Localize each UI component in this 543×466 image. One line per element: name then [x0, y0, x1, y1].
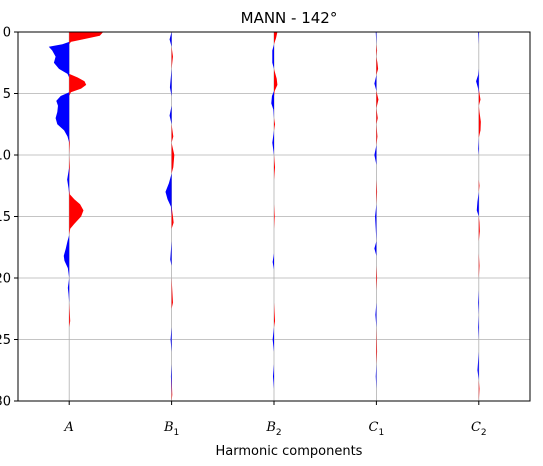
series-3-positive-area: [376, 32, 379, 401]
x-axis-title: Harmonic components: [216, 444, 363, 459]
x-tick-label-4: C2: [471, 420, 487, 438]
y-tick-label-0: 0: [3, 26, 11, 41]
y-tick-label-10: 10: [0, 149, 11, 164]
series-2-positive-area: [274, 32, 278, 401]
x-tick-label-2: B2: [265, 420, 281, 438]
y-tick-label-30: 30: [0, 395, 11, 410]
y-tick-label-5: 5: [3, 87, 11, 102]
series-3: [374, 32, 379, 401]
series-0-negative-area: [48, 32, 70, 401]
harmonic-traces: [48, 32, 481, 401]
series-1-positive-area: [171, 32, 175, 401]
series-1: [165, 32, 175, 401]
series-2-negative-area: [271, 32, 274, 401]
series-4: [476, 32, 481, 401]
y-tick-label-20: 20: [0, 272, 11, 287]
x-tick-label-1: B1: [163, 420, 179, 438]
x-tick-label-3: C1: [369, 420, 385, 438]
x-tick-label-0: A: [64, 420, 74, 435]
series-4-negative-area: [476, 32, 479, 401]
y-tick-label-15: 15: [0, 210, 11, 225]
chart-title: MANN - 142°: [241, 9, 338, 27]
series-0-positive-area: [69, 32, 104, 401]
series-0: [48, 32, 104, 401]
x-axis-ticks: A B1 B2 C1 C2: [64, 401, 487, 438]
series-2: [271, 32, 278, 401]
y-axis-ticks: 0 5 10 15 20 25 30: [0, 26, 18, 410]
series-4-positive-area: [478, 32, 481, 401]
series-3-negative-area: [374, 32, 377, 401]
y-tick-label-25: 25: [0, 333, 11, 348]
